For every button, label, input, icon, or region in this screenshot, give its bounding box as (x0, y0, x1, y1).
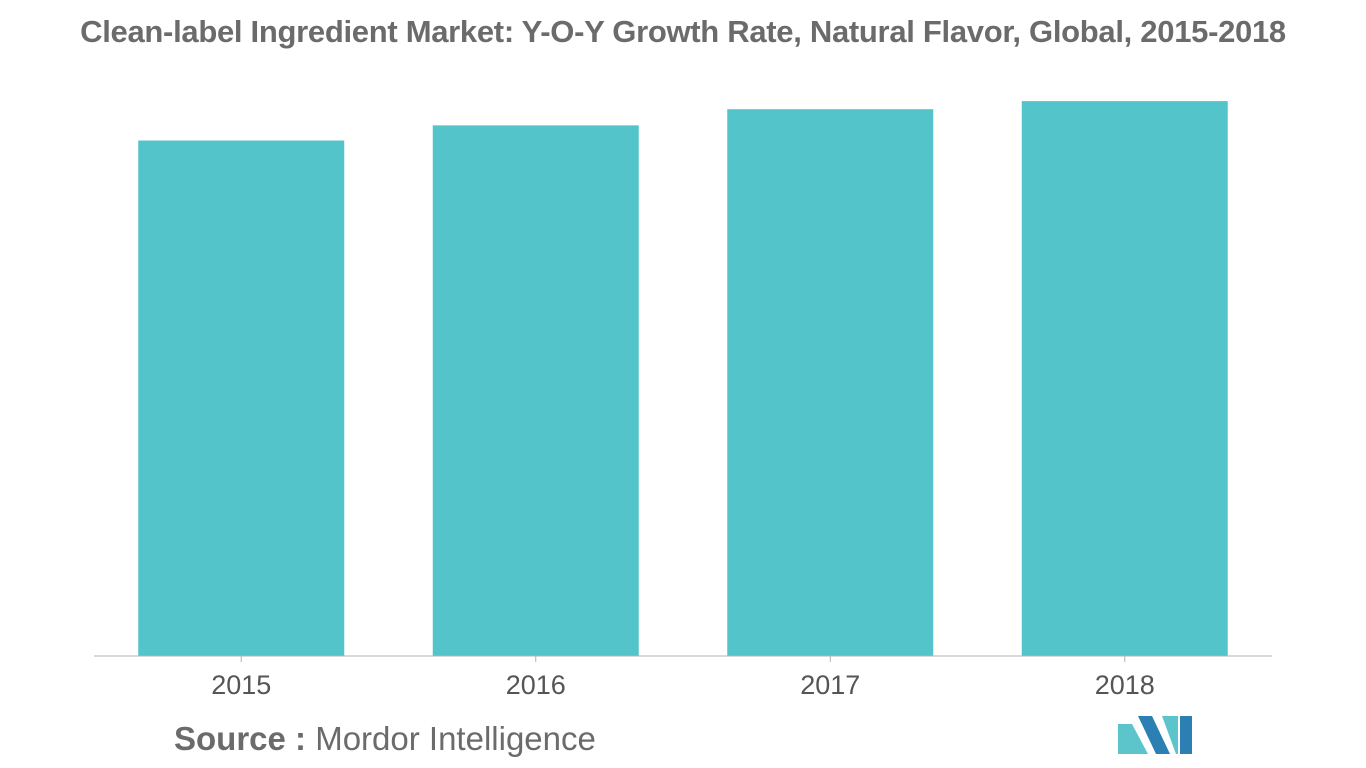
source-note: Source : Mordor Intelligence (174, 720, 596, 758)
logo-right-shape (1162, 716, 1178, 754)
bar-2015 (138, 140, 345, 657)
source-name: Mordor Intelligence (315, 720, 596, 757)
logo-right-bar (1180, 716, 1192, 754)
mordor-intelligence-logo (1118, 716, 1192, 754)
logo-left-shape (1118, 724, 1148, 754)
bar-2016 (432, 125, 639, 656)
x-tick-label-2016: 2016 (506, 670, 566, 700)
logo-middle-shape (1138, 716, 1170, 754)
x-axis-tick-labels: 2015 2016 2017 2018 (211, 670, 1155, 700)
bar-2018 (1021, 101, 1228, 656)
bar-2017 (727, 109, 934, 657)
source-label: Source : (174, 720, 307, 757)
x-tick-label-2017: 2017 (800, 670, 860, 700)
chart-title: Clean-label Ingredient Market: Y-O-Y Gro… (80, 14, 1286, 49)
x-tick-label-2015: 2015 (211, 670, 271, 700)
x-tick-label-2018: 2018 (1095, 670, 1155, 700)
x-axis-ticks (240, 656, 1126, 662)
bars-group (138, 101, 1228, 657)
